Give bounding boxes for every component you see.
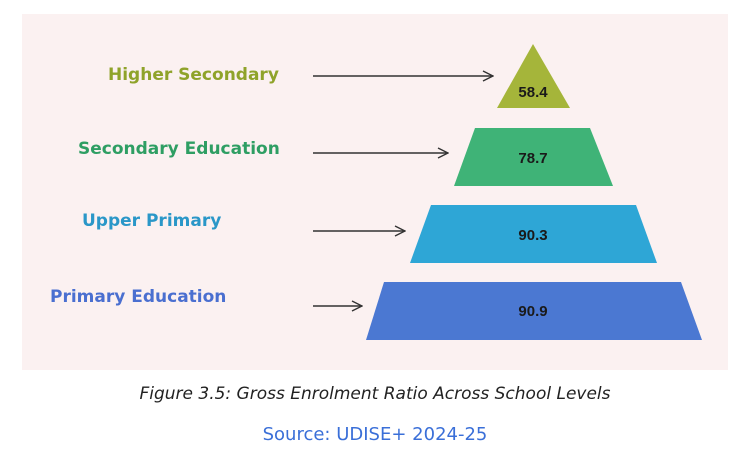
figure-caption: Figure 3.5: Gross Enrolment Ratio Across… [139, 384, 611, 404]
value-secondary-education: 78.7 [518, 150, 547, 167]
tier-upper-primary [410, 205, 657, 263]
tier-higher-secondary [497, 44, 570, 108]
value-upper-primary: 90.3 [518, 227, 547, 244]
tier-secondary-education [454, 128, 613, 186]
label-primary-education: Primary Education [50, 287, 227, 307]
tier-primary-education [366, 282, 702, 340]
label-higher-secondary: Higher Secondary [108, 65, 279, 85]
value-higher-secondary: 58.4 [518, 84, 548, 101]
value-primary-education: 90.9 [518, 303, 547, 320]
label-upper-primary: Upper Primary [82, 211, 222, 231]
label-secondary-education: Secondary Education [78, 139, 280, 159]
figure-source: Source: UDISE+ 2024-25 [262, 424, 488, 445]
